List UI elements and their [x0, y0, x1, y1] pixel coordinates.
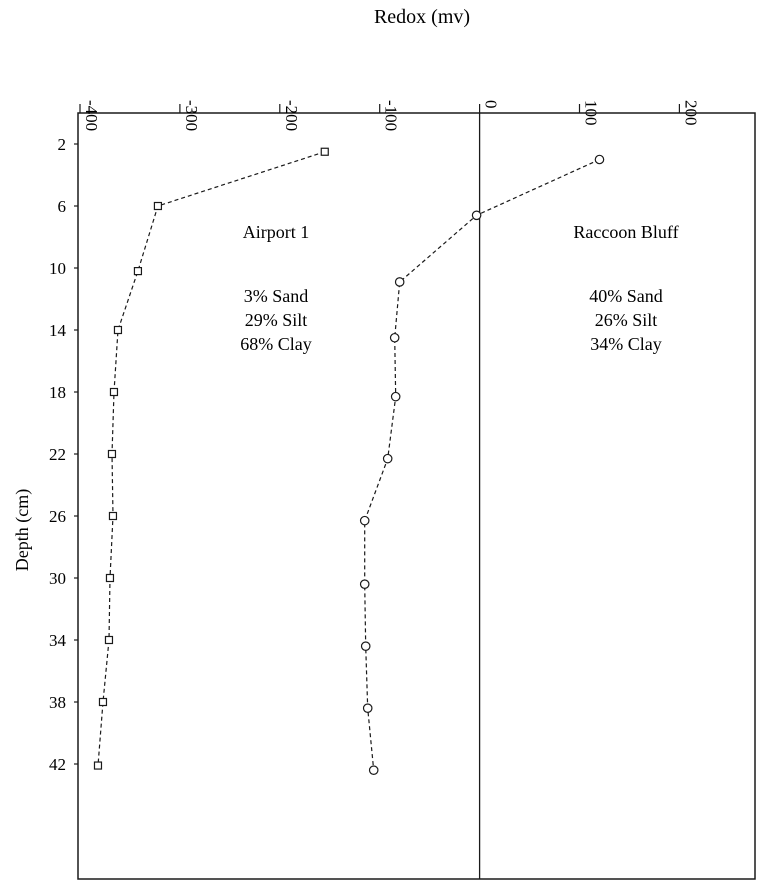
data-point-circle — [390, 391, 401, 402]
series-label: Airport 1 — [243, 222, 310, 242]
series-line — [97, 151, 325, 766]
series-line — [364, 158, 600, 771]
data-point-circle — [382, 453, 393, 464]
data-point-square — [109, 387, 119, 397]
data-point-circle — [362, 703, 373, 713]
data-point-square — [104, 635, 114, 645]
data-point-circle — [359, 515, 370, 526]
data-point-square — [107, 449, 117, 459]
chart-title: Redox (mv) — [374, 6, 470, 28]
x-tick-label: -300 — [182, 100, 201, 131]
x-tick-label: -100 — [382, 100, 401, 131]
data-point-circle — [394, 277, 405, 287]
composition-label: 26% Silt — [595, 310, 658, 330]
data-point-square — [153, 201, 163, 211]
x-tick-label: 200 — [681, 100, 700, 126]
data-point-square — [98, 697, 108, 707]
y-tick-label: 18 — [49, 383, 66, 402]
data-point-circle — [368, 765, 379, 775]
series-layer — [93, 147, 605, 775]
data-point-circle — [594, 154, 605, 165]
data-point-square — [108, 511, 118, 521]
annotation-layer: Airport 1 3% Sand 29% Silt 68% Clay Raccoon … — [240, 222, 678, 354]
data-point-square — [93, 761, 103, 770]
data-point-square — [105, 573, 115, 583]
y-tick-label: 14 — [49, 321, 67, 340]
y-axis-label: Depth (cm) — [12, 489, 33, 571]
composition-label: 34% Clay — [590, 334, 662, 354]
composition-label: 40% Sand — [589, 286, 663, 306]
x-axis-ticks: -400-300-200-1000100200300 — [79, 100, 700, 131]
x-tick-label: -400 — [82, 100, 101, 131]
y-tick-label: 10 — [49, 259, 66, 278]
data-point-circle — [359, 579, 370, 589]
composition-label: 68% Clay — [240, 334, 312, 354]
data-point-circle — [389, 332, 400, 343]
data-point-circle — [360, 641, 371, 651]
composition-label: 29% Silt — [245, 310, 308, 330]
y-tick-label: 30 — [49, 569, 66, 588]
y-tick-label: 26 — [49, 507, 66, 526]
data-point-square — [320, 147, 329, 156]
y-tick-label: 6 — [58, 197, 67, 216]
x-tick-label: -200 — [282, 100, 301, 131]
plot-frame — [77, 112, 756, 880]
data-point-circle — [471, 210, 482, 221]
series-label: Raccoon Bluff — [573, 222, 678, 242]
x-tick-label: 0 — [482, 100, 501, 109]
y-tick-label: 2 — [58, 135, 67, 154]
series-airport-1 — [93, 147, 329, 770]
x-tick-label: 100 — [582, 100, 601, 126]
series-raccoon-bluff — [359, 154, 605, 775]
y-tick-label: 34 — [49, 631, 67, 650]
composition-label: 3% Sand — [244, 286, 309, 306]
data-point-square — [133, 267, 143, 276]
data-point-square — [113, 325, 123, 335]
y-tick-label: 42 — [49, 755, 66, 774]
y-tick-label: 38 — [49, 693, 66, 712]
y-tick-label: 22 — [49, 445, 66, 464]
